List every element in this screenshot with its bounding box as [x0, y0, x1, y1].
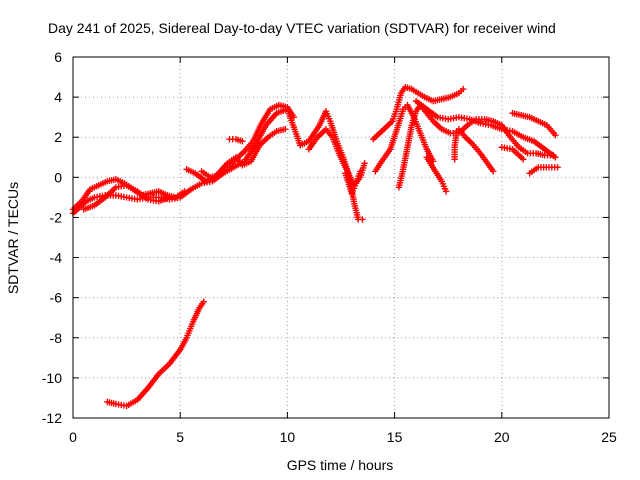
y-tick-label: 2	[54, 129, 62, 145]
series-track-19	[104, 298, 207, 410]
series-track-3	[80, 182, 173, 213]
data-point	[442, 188, 450, 195]
data-point	[552, 154, 559, 161]
series-track-17	[498, 144, 527, 163]
series-track-14	[455, 126, 497, 175]
data-point	[200, 298, 207, 305]
x-tick-label: 5	[176, 429, 184, 445]
series-track-1	[69, 105, 366, 223]
series-track-15	[451, 128, 460, 163]
data-point	[357, 168, 364, 175]
y-tick-label: 4	[54, 89, 62, 105]
y-tick-label: -6	[50, 290, 63, 306]
plot-frame	[72, 56, 610, 419]
x-tick-label: 0	[69, 429, 77, 445]
data-point	[181, 188, 188, 195]
y-tick-label: 0	[54, 169, 62, 185]
grid	[73, 57, 609, 418]
data-point	[460, 85, 467, 93]
series-track-13	[412, 97, 559, 161]
data-point	[520, 156, 527, 163]
data-point	[290, 113, 298, 121]
ticks	[72, 56, 610, 419]
series-track-4	[183, 126, 289, 185]
y-tick-label: 6	[54, 49, 62, 65]
data-point	[490, 168, 497, 175]
tick-labels: 0 5 10 15 20 25 -12 -10 -8 -6 -4 -2 0 2 4 6	[42, 49, 617, 445]
series-track-18	[526, 164, 561, 177]
x-tick-label: 15	[387, 429, 403, 445]
series-track-9	[369, 83, 467, 143]
x-axis-label: GPS time / hours	[287, 457, 394, 473]
data-point	[451, 156, 458, 163]
data-point	[359, 216, 366, 223]
x-tick-label: 10	[280, 429, 296, 445]
data-point	[361, 160, 368, 167]
series-track-5	[226, 136, 246, 145]
data-marks	[69, 83, 561, 410]
series-track-8	[342, 168, 364, 197]
y-tick-label: -2	[50, 209, 63, 225]
y-tick-label: -4	[50, 250, 63, 266]
data-point	[554, 164, 561, 171]
data-point	[239, 138, 246, 145]
chart-title: Day 241 of 2025, Sidereal Day-to-day VTE…	[48, 20, 556, 36]
x-tick-label: 20	[494, 429, 510, 445]
y-axis-label: SDTVAR / TECUs	[5, 182, 21, 294]
data-point	[166, 194, 173, 201]
y-tick-label: -12	[42, 410, 62, 426]
data-point	[552, 132, 559, 139]
series-track-16	[509, 109, 559, 139]
y-tick-label: -8	[50, 330, 63, 346]
series-track-6	[198, 101, 298, 181]
y-tick-label: -10	[42, 370, 62, 386]
data-point	[282, 126, 289, 133]
series-track-12	[423, 154, 450, 195]
x-tick-label: 25	[601, 429, 617, 445]
